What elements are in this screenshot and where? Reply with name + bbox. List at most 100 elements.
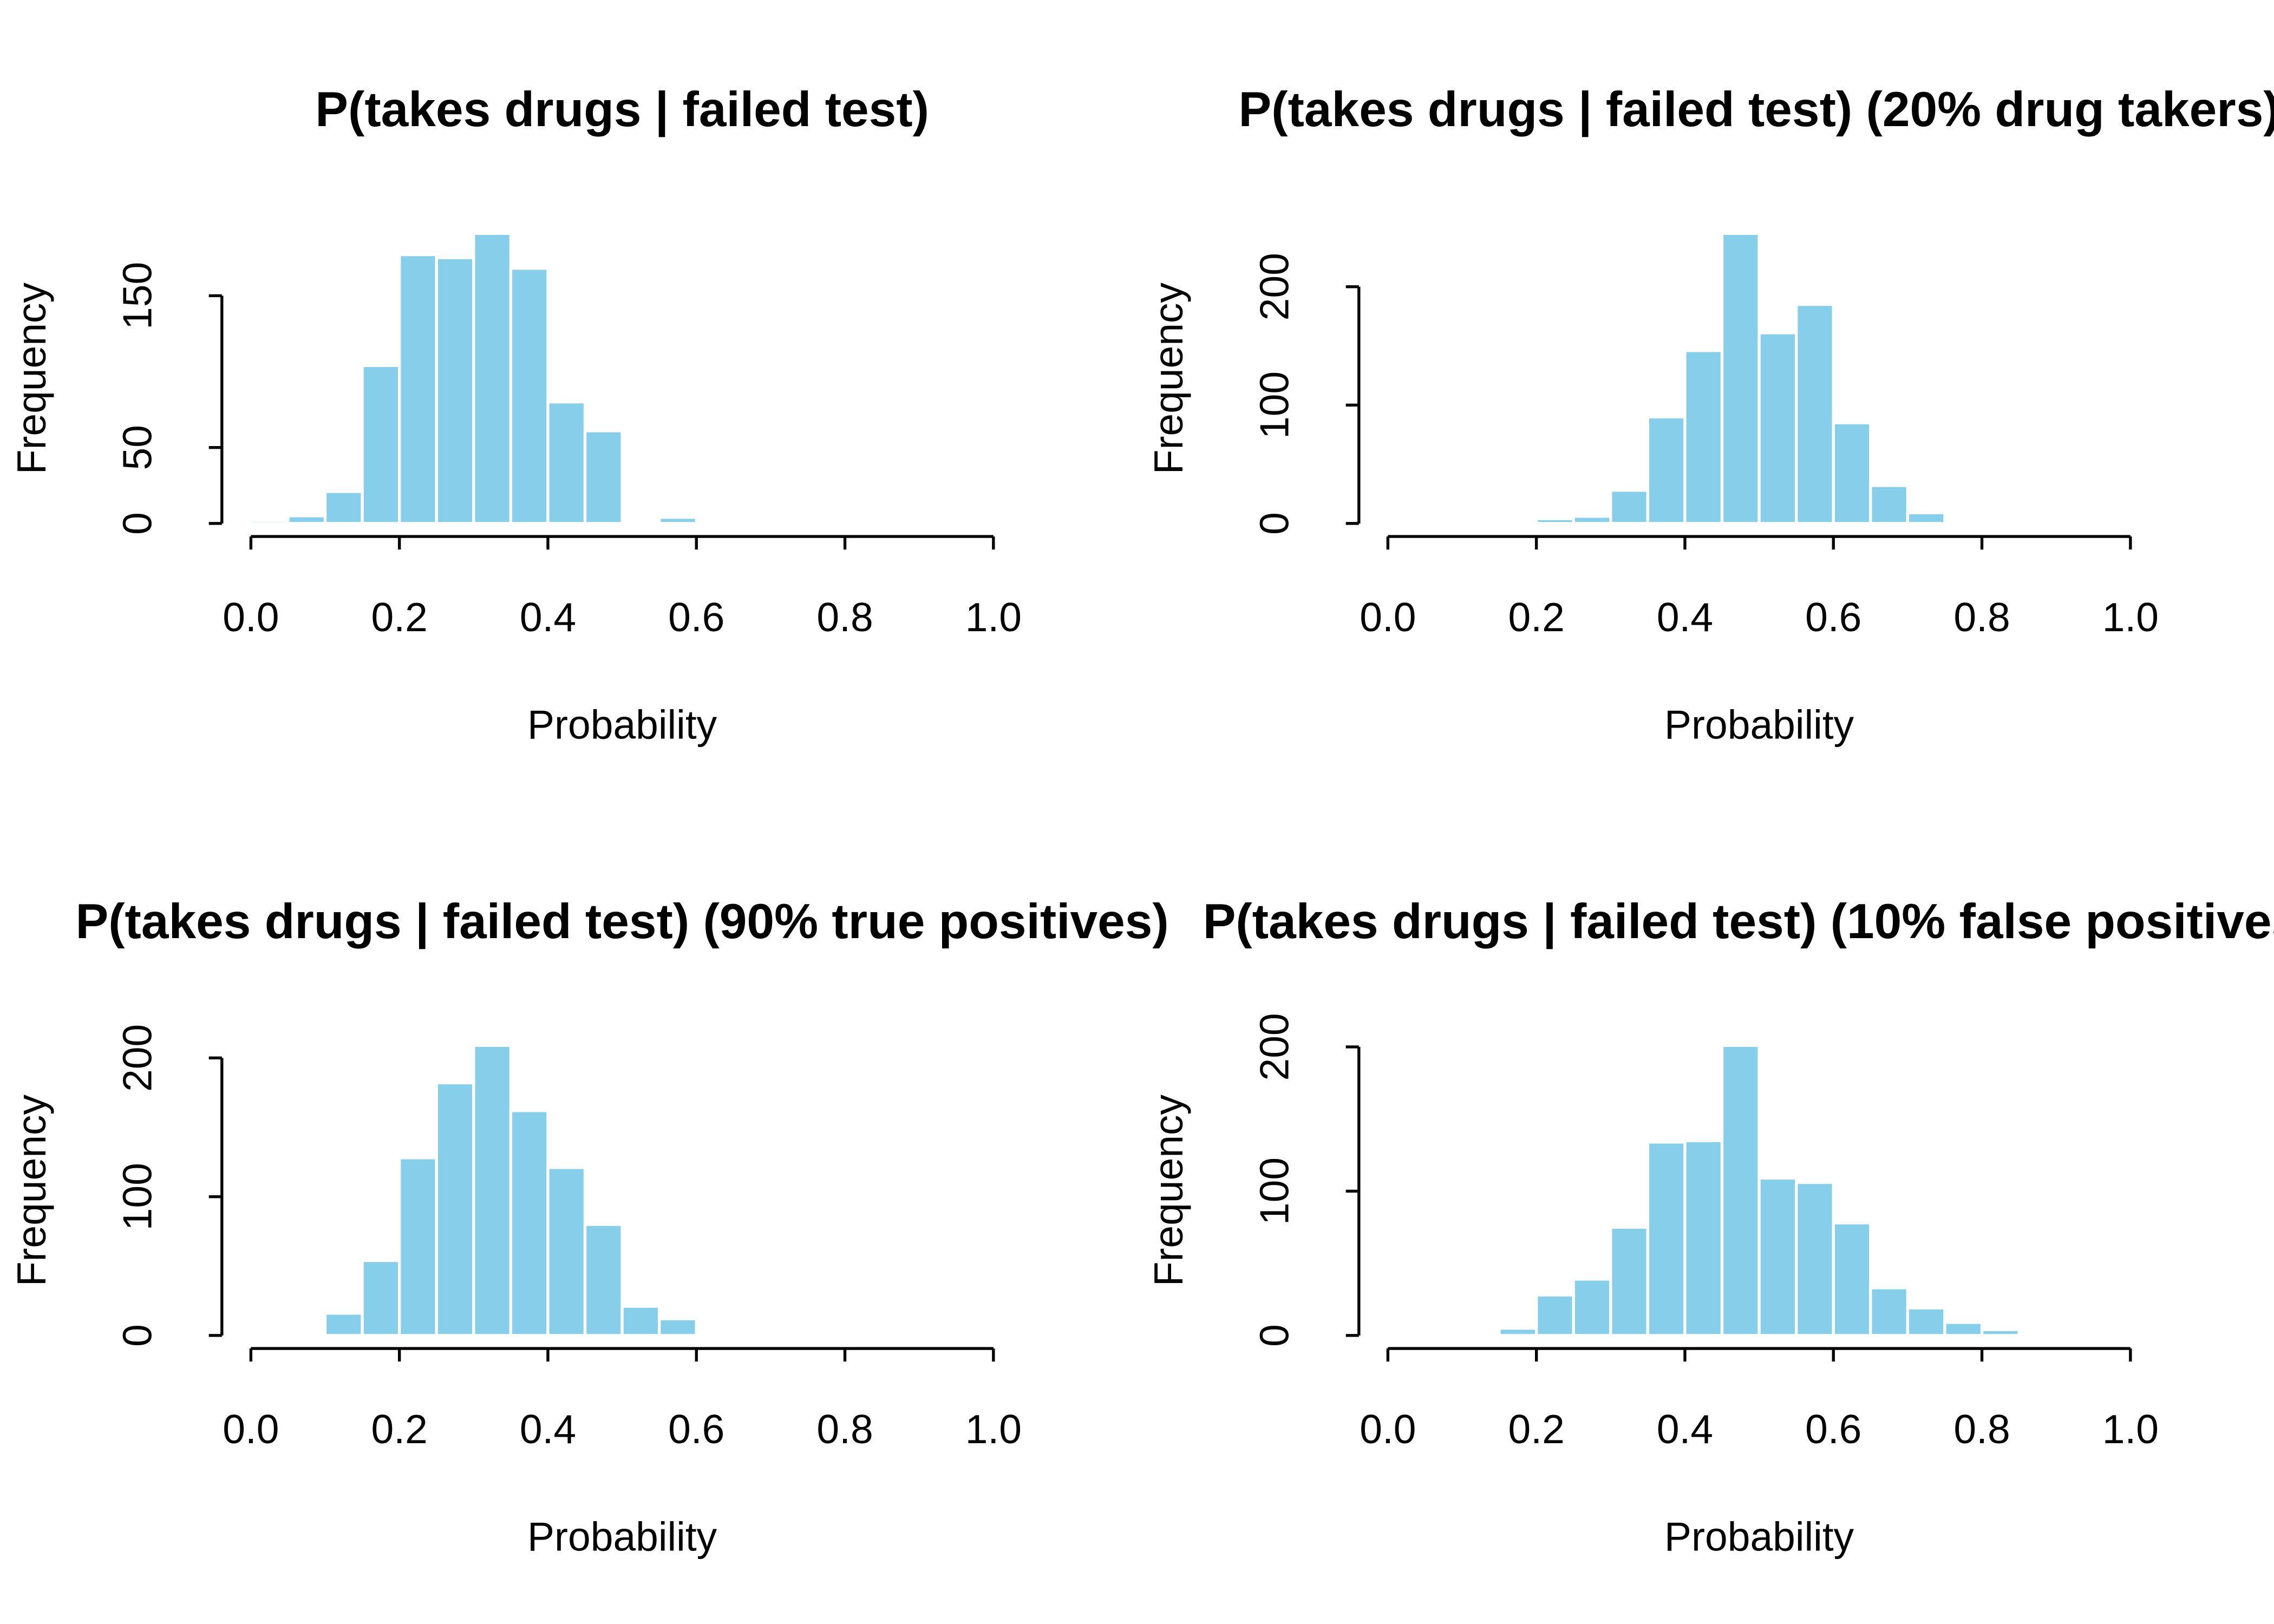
x-tick-label: 0.4 — [1657, 594, 1713, 640]
y-tick-label: 0 — [1252, 1324, 1297, 1347]
x-tick-label: 0.0 — [223, 594, 279, 640]
bar — [1720, 232, 1761, 525]
x-tick-label: 0.6 — [668, 1406, 724, 1452]
bar — [361, 364, 401, 525]
bar — [509, 267, 550, 525]
x-tick-label: 0.4 — [520, 1406, 576, 1452]
x-tick-label: 1.0 — [965, 594, 1022, 640]
x-tick-label: 1.0 — [965, 1406, 1022, 1452]
bar — [1757, 331, 1798, 525]
x-tick-label: 1.0 — [2102, 594, 2159, 640]
bar — [1906, 511, 1946, 525]
x-tick-label: 0.0 — [1360, 1406, 1416, 1452]
y-tick-label: 0 — [1252, 512, 1297, 535]
x-tick-label: 1.0 — [2102, 1406, 2159, 1452]
chart-title: P(takes drugs | failed test) (10% false … — [1203, 894, 2274, 949]
bar — [397, 1156, 438, 1337]
bar — [1572, 1278, 1612, 1337]
bar — [1980, 1328, 2021, 1337]
bar — [361, 1259, 401, 1337]
x-tick-label: 0.0 — [1360, 594, 1416, 640]
bar — [546, 400, 587, 525]
x-tick-label: 0.2 — [1508, 1406, 1565, 1452]
bar — [1832, 1221, 1872, 1337]
chart-title: P(takes drugs | failed test) (90% true p… — [75, 894, 1168, 949]
y-tick-label: 0 — [115, 512, 160, 535]
y-tick-label: 200 — [1252, 1013, 1297, 1081]
x-tick-label: 0.6 — [1805, 1406, 1861, 1452]
bar — [1609, 1226, 1650, 1337]
x-tick-label: 0.6 — [1805, 594, 1861, 640]
y-tick-label: 50 — [115, 425, 160, 470]
y-tick-label: 100 — [1252, 371, 1297, 439]
y-tick-label: 100 — [115, 1163, 160, 1230]
bar — [1683, 349, 1724, 525]
bar — [1646, 1141, 1687, 1337]
bar — [695, 1332, 735, 1337]
chart-title: P(takes drugs | failed test) — [315, 82, 929, 137]
bar — [658, 1317, 698, 1337]
x-tick-label: 0.2 — [1508, 594, 1565, 640]
bar — [583, 1223, 624, 1337]
x-tick-label: 0.8 — [816, 594, 873, 640]
x-axis-label: Probability — [527, 1514, 717, 1559]
x-tick-label: 0.2 — [371, 1406, 428, 1452]
bar — [1572, 515, 1612, 525]
bar — [1498, 1326, 1538, 1337]
bar — [509, 1109, 550, 1337]
bar — [620, 520, 661, 525]
x-tick-label: 0.8 — [816, 1406, 873, 1452]
y-axis-label: Frequency — [9, 282, 54, 474]
y-tick-label: 200 — [115, 1024, 160, 1092]
y-tick-label: 100 — [1252, 1157, 1297, 1225]
x-tick-label: 0.4 — [520, 594, 576, 640]
x-tick-label: 0.8 — [1953, 1406, 2010, 1452]
y-axis-label: Frequency — [9, 1094, 54, 1286]
bar — [323, 1312, 364, 1337]
x-tick-label: 0.6 — [668, 594, 724, 640]
bar — [1423, 1332, 1464, 1337]
x-tick-label: 0.4 — [1657, 1406, 1713, 1452]
bar — [472, 1044, 513, 1337]
bar — [472, 232, 513, 525]
bar — [1535, 517, 1575, 525]
bar — [1683, 1139, 1724, 1337]
bar — [249, 519, 290, 525]
y-tick-label: 200 — [1252, 253, 1297, 320]
y-axis-label: Frequency — [1146, 282, 1191, 474]
bar — [1943, 1321, 1984, 1337]
bar — [435, 1081, 475, 1337]
bar — [1757, 1176, 1798, 1337]
bar — [583, 429, 624, 525]
y-tick-label: 150 — [115, 262, 160, 330]
x-tick-label: 0.8 — [1953, 594, 2010, 640]
y-axis-label: Frequency — [1146, 1094, 1191, 1286]
bar — [1720, 1044, 1761, 1337]
bar — [546, 1166, 587, 1337]
bar — [1794, 1181, 1835, 1337]
bar — [1906, 1306, 1946, 1337]
bar — [397, 253, 438, 525]
x-axis-label: Probability — [1664, 702, 1854, 747]
bar — [658, 516, 698, 525]
bar — [1869, 484, 1910, 525]
bar — [1794, 303, 1835, 525]
bar — [1535, 1293, 1575, 1337]
x-tick-label: 0.0 — [223, 1406, 279, 1452]
y-tick-label: 0 — [115, 1324, 160, 1347]
bar — [286, 514, 327, 525]
x-axis-label: Probability — [527, 702, 717, 747]
bar — [1646, 415, 1687, 525]
x-tick-label: 0.2 — [371, 594, 428, 640]
bar — [323, 490, 364, 525]
x-axis-label: Probability — [1664, 1514, 1854, 1559]
bar — [1609, 489, 1650, 525]
bar — [435, 256, 475, 525]
chart-title: P(takes drugs | failed test) (20% drug t… — [1239, 82, 2274, 137]
bar — [1869, 1286, 1910, 1337]
bar — [1832, 421, 1872, 525]
bar — [620, 1305, 661, 1337]
